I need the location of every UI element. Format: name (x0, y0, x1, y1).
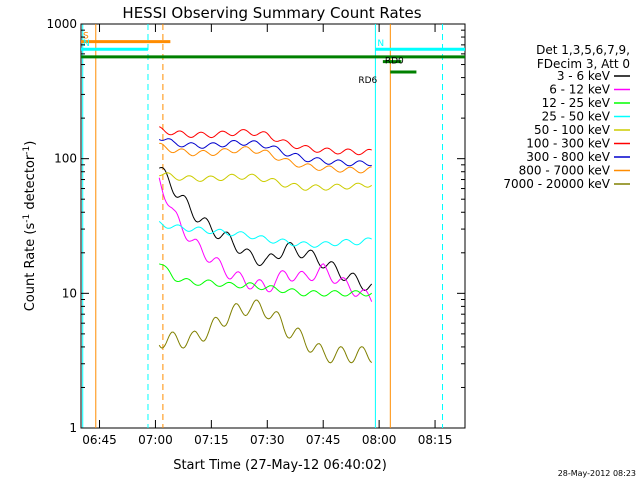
x-axis-label: Start Time (27-May-12 06:40:02) (173, 458, 387, 473)
annotation-label-0: S (83, 32, 89, 42)
series-line-6 (158, 138, 372, 167)
series-lines (158, 126, 373, 364)
series-line-0 (159, 166, 373, 292)
y-tick-label-0: 1 (69, 421, 77, 435)
annotation-label-5: RD6 (358, 76, 377, 86)
y-tick-label-1: 10 (62, 286, 77, 300)
series-line-4 (159, 172, 372, 191)
vertical-markers (82, 24, 444, 428)
legend-header-line-1: Det 1,3,5,6,7,9, (536, 43, 630, 57)
legend: Det 1,3,5,6,7,9, FDecim 3, Att 0 3 - 6 k… (503, 43, 630, 191)
annotation-label-4: RD0 (385, 57, 404, 67)
footer-date: 28-May-2012 08:23 (558, 469, 636, 478)
y-axis: 1 10 100 1000 (46, 17, 465, 435)
legend-label-1: 6 - 12 keV (549, 83, 611, 97)
legend-label-5: 100 - 300 keV (526, 137, 610, 151)
annotation-label-1: N (83, 39, 90, 49)
x-tick-label-0: 06:45 (82, 433, 117, 447)
legend-label-8: 7000 - 20000 keV (503, 177, 610, 191)
y-tick-label-2: 100 (54, 152, 77, 166)
legend-label-3: 25 - 50 keV (542, 110, 611, 124)
x-tick-label-1: 07:00 (138, 433, 173, 447)
series-line-5 (159, 126, 372, 156)
legend-header-line-2: FDecim 3, Att 0 (537, 57, 630, 71)
series-line-3 (158, 221, 372, 248)
series-line-8 (158, 299, 373, 364)
y-axis-label: Count Rate (s-1 detector-1) (22, 141, 38, 312)
plot-frame (80, 23, 466, 429)
legend-label-0: 3 - 6 keV (557, 69, 611, 83)
annotation-label-2: N (377, 39, 384, 49)
x-tick-label-2: 07:15 (194, 433, 229, 447)
series-line-2 (159, 263, 373, 297)
x-tick-label-4: 07:45 (306, 433, 341, 447)
x-axis: 06:45 07:00 07:15 07:30 07:45 08:00 08:15 (82, 24, 452, 447)
x-tick-label-6: 08:15 (418, 433, 453, 447)
legend-label-4: 50 - 100 keV (534, 123, 611, 137)
x-tick-label-5: 08:00 (362, 433, 397, 447)
x-tick-label-3: 07:30 (250, 433, 285, 447)
series-line-1 (158, 177, 373, 302)
chart-title: HESSI Observing Summary Count Rates (122, 4, 421, 22)
legend-label-6: 300 - 800 keV (526, 150, 610, 164)
legend-label-7: 800 - 7000 keV (519, 164, 611, 178)
legend-label-2: 12 - 25 keV (542, 96, 611, 110)
y-tick-label-3: 1000 (46, 17, 77, 31)
series-line-7 (159, 142, 372, 174)
